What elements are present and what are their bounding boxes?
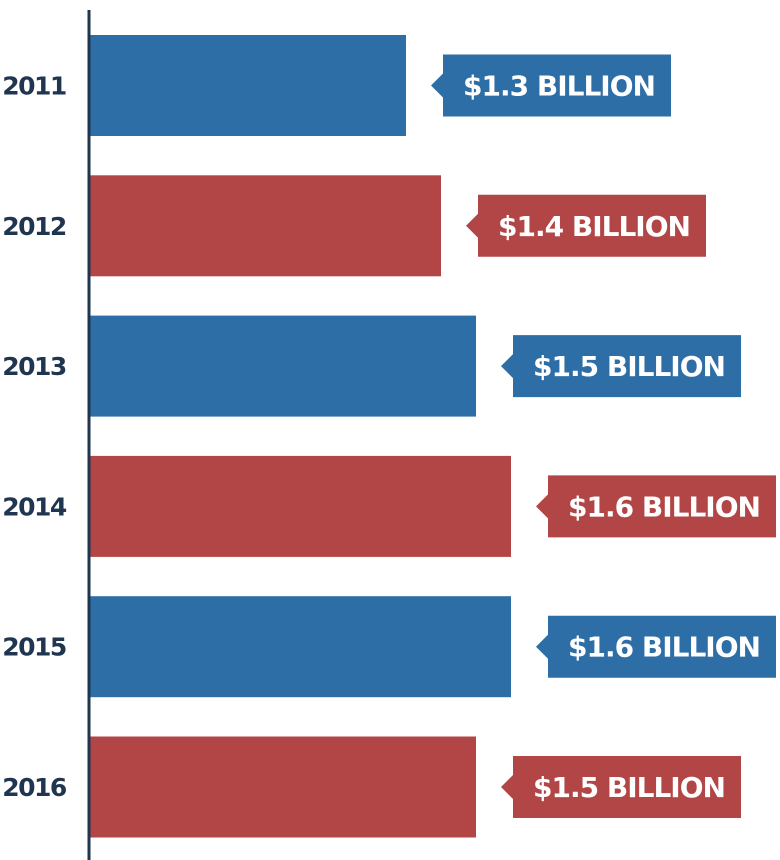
- value-label: $1.6 BILLION: [568, 490, 760, 523]
- year-label: 2014: [2, 492, 67, 521]
- bar-row: 2016 $1.5 BILLION: [2, 736, 741, 838]
- bar-row: 2013 $1.5 BILLION: [2, 315, 741, 417]
- value-tag: [431, 54, 671, 117]
- value-tag: [536, 615, 776, 678]
- bar-row: 2012 $1.4 BILLION: [2, 175, 706, 277]
- value-tag: [466, 194, 706, 257]
- value-label: $1.3 BILLION: [463, 70, 655, 103]
- bar: [89, 175, 441, 277]
- bar-row: 2015 $1.6 BILLION: [2, 596, 776, 698]
- value-label: $1.4 BILLION: [498, 210, 690, 243]
- bar: [89, 596, 511, 698]
- year-label: 2013: [2, 352, 66, 381]
- bar-row: 2011 $1.3 BILLION: [2, 35, 671, 136]
- bar: [89, 35, 406, 136]
- year-label: 2016: [2, 773, 67, 802]
- value-tag: [501, 335, 741, 398]
- value-label: $1.5 BILLION: [533, 350, 725, 383]
- bar: [89, 315, 476, 417]
- value-label: $1.6 BILLION: [568, 631, 760, 664]
- year-label: 2012: [2, 212, 66, 241]
- value-tag: [536, 475, 776, 538]
- bar: [89, 736, 476, 838]
- year-label: 2015: [2, 633, 66, 662]
- bar-row: 2014 $1.6 BILLION: [2, 455, 776, 557]
- bar: [89, 455, 511, 557]
- value-tag: [501, 756, 741, 818]
- year-label: 2011: [2, 72, 66, 101]
- value-label: $1.5 BILLION: [533, 771, 725, 804]
- bars-layer: 2011 $1.3 BILLION 2012 $1.4 BILLION 2013 $1.5…: [2, 35, 776, 838]
